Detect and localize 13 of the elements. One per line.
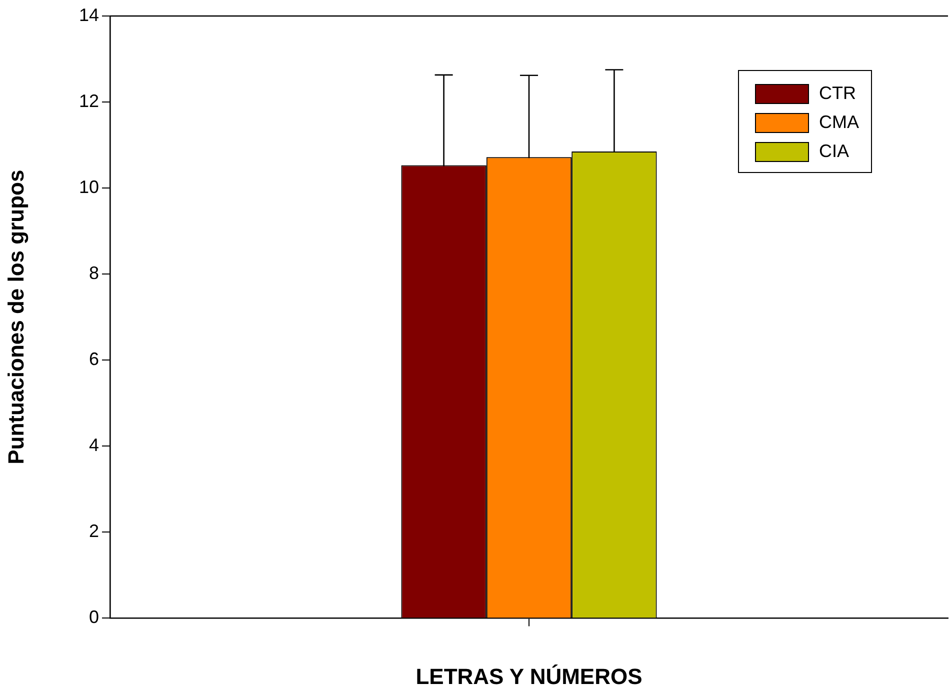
y-tick-label: 2 <box>88 521 99 542</box>
y-tick-label: 0 <box>88 607 99 628</box>
legend-label: CMA <box>819 112 859 133</box>
y-tick-label: 14 <box>78 4 99 25</box>
legend-label: CTR <box>819 83 856 104</box>
x-axis-title: LETRAS Y NÚMEROS <box>416 664 642 689</box>
y-tick-label: 8 <box>88 263 99 284</box>
y-tick-label: 4 <box>88 435 99 456</box>
y-tick-label: 6 <box>88 349 99 370</box>
legend-label: CIA <box>819 141 850 162</box>
y-tick-label: 12 <box>78 90 99 111</box>
y-tick-label: 10 <box>78 177 99 198</box>
y-axis-title: Puntuaciones de los grupos <box>3 170 28 464</box>
